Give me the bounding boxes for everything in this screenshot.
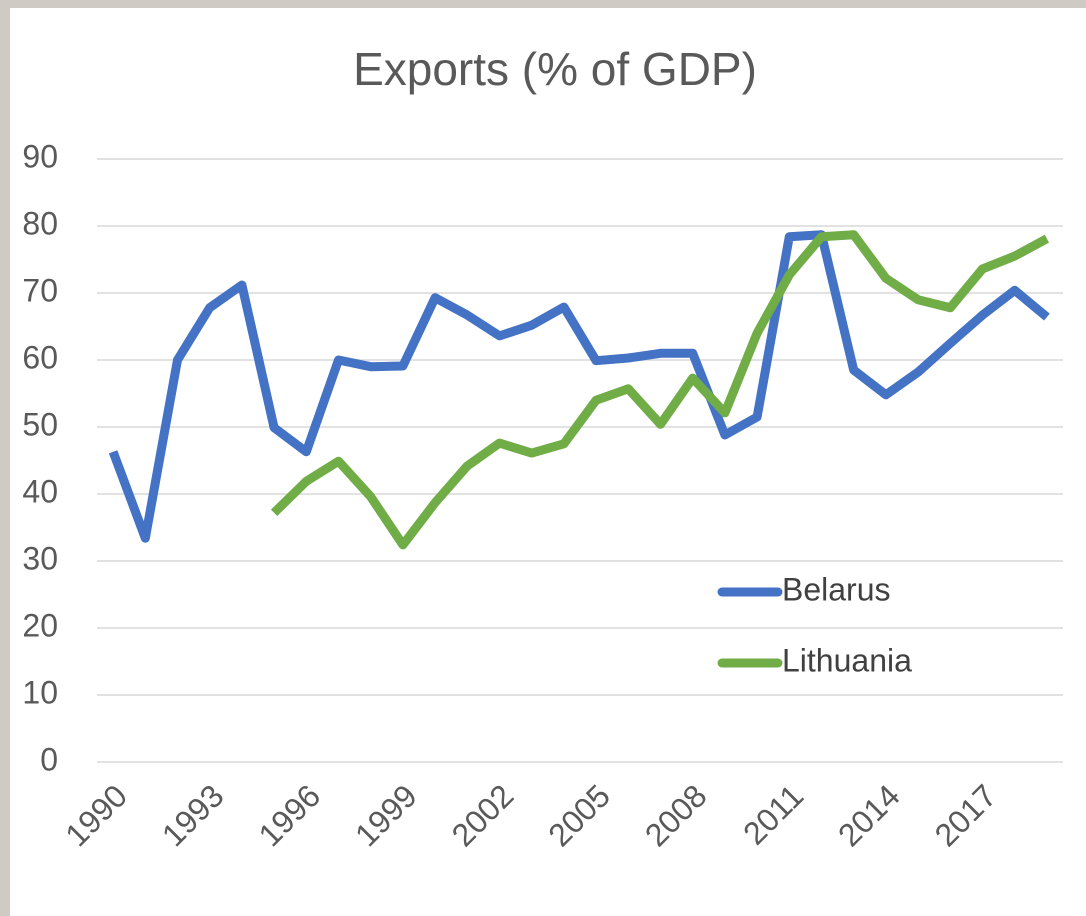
y-tick-label: 50: [22, 406, 58, 442]
legend-label: Lithuania: [782, 642, 912, 678]
legend-label: Belarus: [782, 571, 891, 607]
line-series: [270, 230, 1050, 550]
y-tick-label: 90: [22, 138, 58, 174]
y-tick-label: 20: [22, 607, 58, 643]
y-tick-label: 10: [22, 674, 58, 710]
y-tick-label: 70: [22, 272, 58, 308]
chart-title: Exports (% of GDP): [353, 43, 757, 95]
y-tick-label: 0: [40, 741, 58, 777]
y-tick-label: 60: [22, 339, 58, 375]
line-series: [108, 230, 1050, 543]
y-tick-label: 80: [22, 205, 58, 241]
y-tick-label: 40: [22, 473, 58, 509]
chart-area: [10, 8, 1086, 916]
y-tick-label: 30: [22, 540, 58, 576]
